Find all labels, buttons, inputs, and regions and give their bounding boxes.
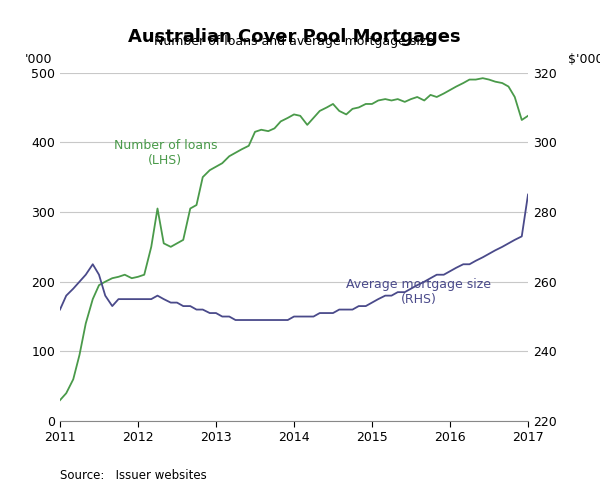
Text: '000: '000 — [25, 53, 52, 66]
Text: Average mortgage size
(RHS): Average mortgage size (RHS) — [346, 278, 491, 306]
Text: Number of loans and average mortgage size: Number of loans and average mortgage siz… — [154, 35, 434, 48]
Text: Source:   Issuer websites: Source: Issuer websites — [60, 469, 207, 482]
Title: Australian Cover Pool Mortgages: Australian Cover Pool Mortgages — [128, 28, 460, 46]
Text: Number of loans
(LHS): Number of loans (LHS) — [113, 139, 217, 167]
Text: $'000: $'000 — [568, 53, 600, 66]
